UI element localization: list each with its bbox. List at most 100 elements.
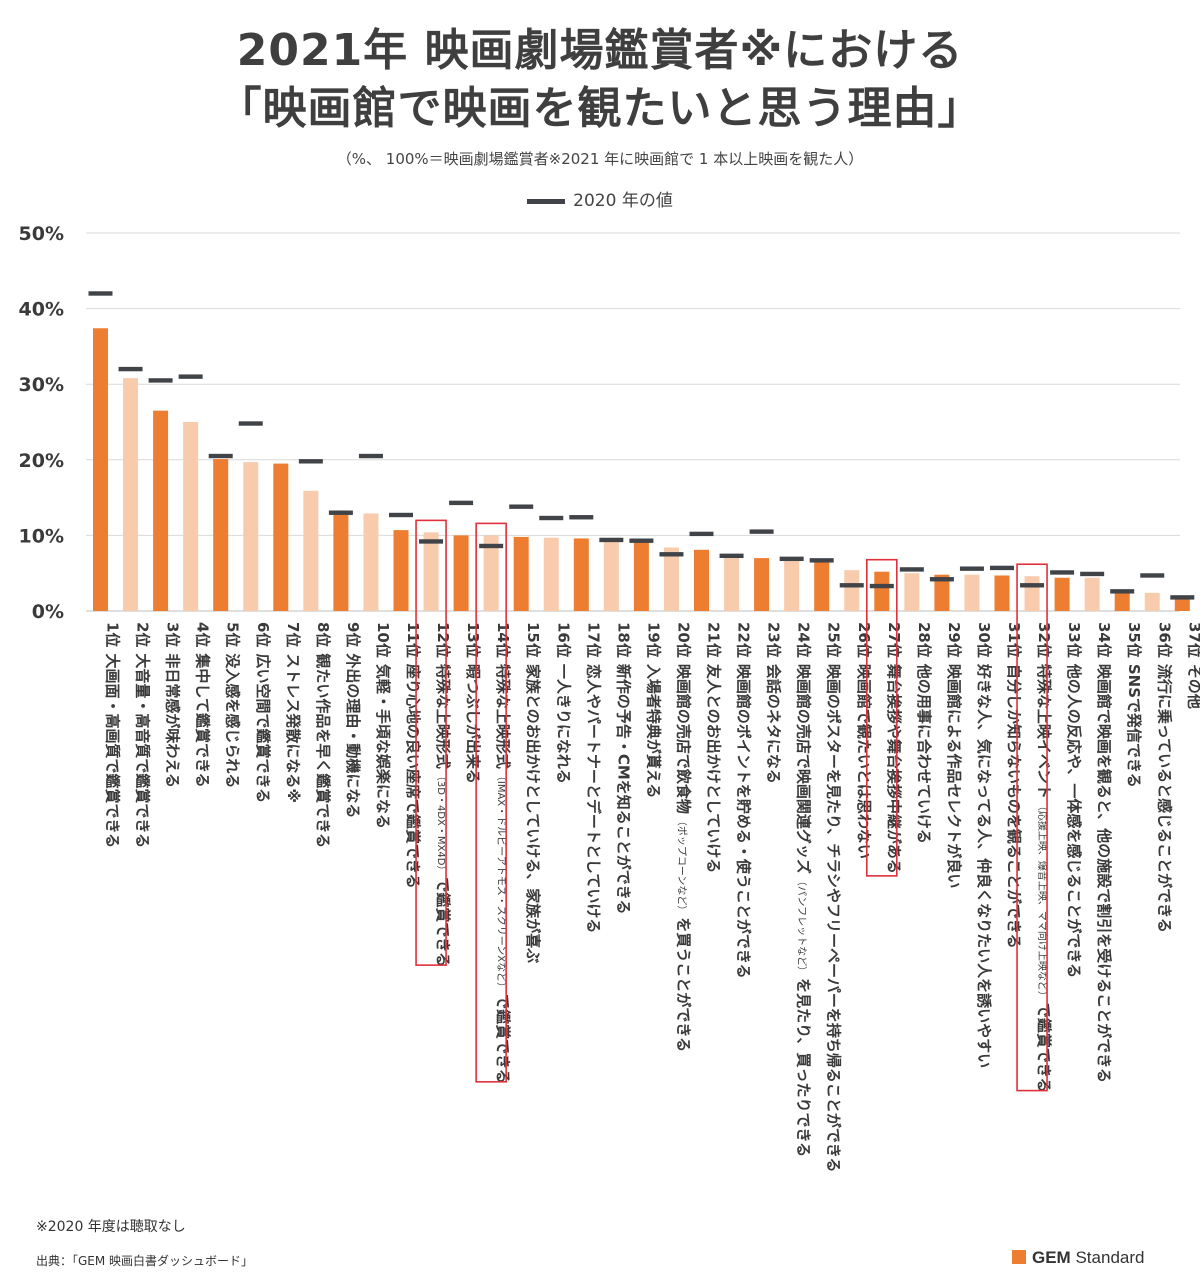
category-text: 映画館による作品セレクトが良い [945,664,963,889]
prior-year-marker [328,510,353,515]
bar [694,549,709,611]
bar [93,328,108,611]
category-text-tail: を買うことができる [674,917,692,1052]
category-rank: 17位 [584,622,602,658]
category-text: 大音量・高音質で鑑賞できる [134,653,152,848]
category-text-tail: で鑑賞できる [1035,1003,1053,1093]
category-label: 23位会話のネタになる [765,622,783,784]
category-rank: 24位 [795,622,813,658]
logo-square-icon [1012,1250,1026,1264]
category-text: 映画館で映画を観ると、他の施設で割引を受けることができる [1095,664,1113,1083]
category-rank: 19位 [644,622,662,658]
prior-year-marker [509,504,534,509]
bar [303,490,319,611]
category-rank: 31位 [1005,622,1023,658]
y-tick-label: 10% [19,525,64,547]
prior-year-marker [659,552,684,557]
bar [183,422,199,611]
bar [423,532,439,611]
category-text: 気軽・手頃な娯楽になる [374,664,392,829]
prior-year-marker [1080,571,1105,577]
bar [964,574,980,611]
category-note: （パンフレットなど） [796,876,808,976]
category-rank: 5位 [224,622,242,647]
category-label: 14位特殊な上映形式 （IMAX・ドルビーアトモス・スクリーンXなど） で鑑賞できる [494,622,512,1084]
bar [1084,577,1100,611]
bar [754,558,770,611]
category-text: 友人とのお出かけとしていける [705,664,723,873]
prior-year-marker [389,512,413,518]
category-text: 大画面・高画質で鑑賞できる [104,653,122,848]
category-text: その他 [1185,664,1200,709]
bar [1174,597,1190,611]
highlight-box [1016,563,1048,1092]
bar [1144,592,1160,611]
highlight-boxes [415,519,1048,1092]
y-tick-label: 0% [32,601,64,623]
prior-year-marker [719,553,744,559]
category-text-tail: で鑑賞できる [494,994,512,1084]
category-label: 11位座り心地の良い座席で鑑賞できる [404,622,422,889]
bar [363,513,379,611]
category-rank: 9位 [344,622,362,647]
prior-year-marker [990,565,1014,571]
category-label: 13位暇つぶしが出来る [464,622,482,784]
category-text: 集中して鑑賞できる [194,652,212,787]
category-text: 自分しか知らないものを観ることができる [1005,664,1023,949]
prior-year-marker [419,539,444,544]
prior-year-marker [1050,570,1075,575]
category-label: 16位一人きりになれる [554,622,572,784]
prior-year-marker [869,583,894,589]
bar [934,574,950,611]
category-label: 35位 SNSで発信できる [1125,622,1143,788]
category-rank: 26位 [855,622,873,658]
prior-year-marker [1140,573,1165,578]
logo-suffix: Standard [1075,1248,1145,1267]
category-text: 他の人の反応や、一体感を感じることができる [1065,663,1083,978]
category-label: 15位家族とのお出かけとしていける、家族が喜ぶ [524,622,542,963]
y-tick-label: 30% [19,374,64,396]
category-label: 12位特殊な上映形式 （3D・4DX・MX4D）で鑑賞できる [434,622,452,967]
category-label: 27位舞台挨拶や舞台挨拶中継がある [885,622,903,874]
prior-year-marker [88,291,113,296]
y-tick-label: 50% [19,223,64,245]
legend-marker-swatch [527,198,566,204]
prior-year-markers [88,291,1195,600]
category-text: 映画館のポイントを貯める・使うことができる [735,664,753,979]
prior-year-marker [689,531,714,537]
prior-year-marker [1110,589,1135,594]
category-rank: 25位 [825,622,843,658]
bar [1024,576,1040,611]
bar [844,570,860,611]
category-rank: 34位 [1095,622,1113,658]
category-text: 新作の予告・CMを知ることができる [614,664,632,915]
y-tick-label: 40% [19,299,64,321]
category-rank: 36位 [1155,622,1173,658]
category-label: 36位流行に乗っていると感じることができる [1155,622,1173,933]
bar [573,538,589,611]
category-text: 恋人やパートナーとデートとしていける [584,664,602,934]
category-rank: 11位 [404,622,422,658]
category-label: 29位映画館による作品セレクトが良い [945,622,963,888]
category-note: （応援上映、爆音上映、ママ向け上映など） [1036,801,1049,1001]
bar [393,530,409,611]
category-rank: 37位 [1185,622,1200,658]
bar [543,537,559,611]
category-label: 24位映画館の売店で映画関連グッズ （パンフレットなど） を見たり、買ったりできる [795,622,813,1157]
category-label: 19位入場者特典が貰える [644,622,662,798]
legend-label: 2020 年の値 [573,191,673,211]
category-rank: 8位 [314,622,332,647]
category-rank: 4位 [194,622,212,647]
category-label: 32位特殊な上映イベント （応援上映、爆音上映、ママ向け上映など） で鑑賞できる [1035,622,1053,1093]
bar [513,536,529,611]
category-rank: 2位 [134,622,152,647]
chart-title-line-1: 2021年 映画劇場鑑賞者※における [236,25,964,76]
category-rank: 6位 [254,622,272,647]
prior-year-marker [238,421,263,426]
category-label: 26位映画館で観たいとは思わない [855,622,873,859]
category-label: 33位他の人の反応や、一体感を感じることができる [1065,622,1083,978]
category-text: 映画館の売店で映画関連グッズ [795,664,813,874]
category-label: 1位大画面・高画質で鑑賞できる [104,622,122,848]
category-rank: 21位 [705,622,723,658]
